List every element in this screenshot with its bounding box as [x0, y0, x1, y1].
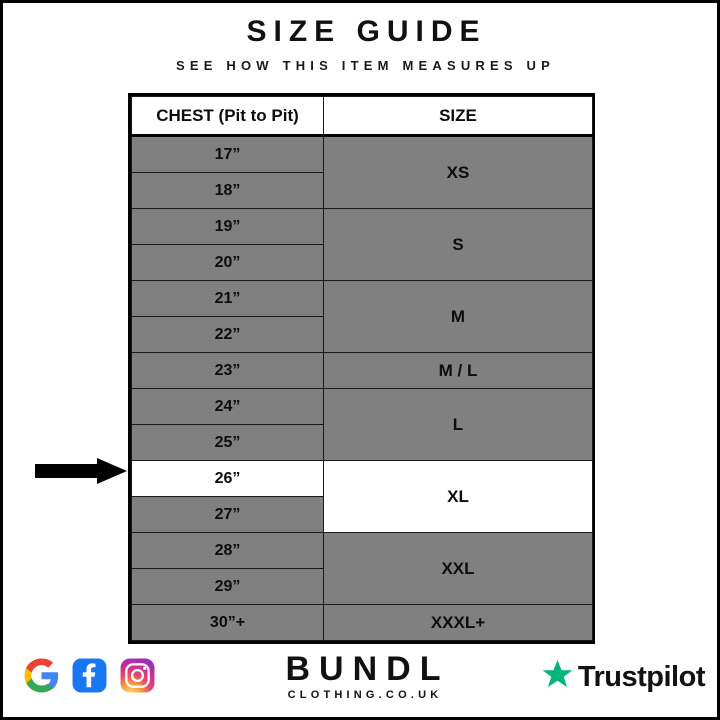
selected-row-arrow-icon [35, 458, 127, 484]
page-title: SIZE GUIDE [246, 15, 487, 48]
trustpilot-star-icon [542, 659, 573, 695]
social-links [23, 657, 156, 694]
table-row: 25” [131, 424, 593, 461]
table-row: 19” S [131, 208, 593, 281]
instagram-icon[interactable] [119, 657, 156, 694]
chest-cell: 20” [131, 244, 324, 281]
size-cell: L [323, 388, 593, 461]
brand-logo: BUNDL CLOTHING.CO.UK [3, 651, 720, 702]
table-row: 24” L [131, 388, 593, 461]
table-row: 29” [131, 568, 593, 605]
table-row: 28” XXL [131, 532, 593, 605]
chest-cell: 29” [131, 568, 324, 605]
google-icon[interactable] [23, 657, 60, 694]
column-header-chest: CHEST (Pit to Pit) [131, 96, 324, 137]
chest-cell: 18” [131, 172, 324, 209]
chest-cell: 25” [131, 424, 324, 461]
table-row: 23” M / L [131, 352, 593, 389]
size-table-head: CHEST (Pit to Pit) SIZE [131, 96, 593, 137]
chest-cell: 23” [131, 352, 324, 389]
chest-cell: 17” [131, 135, 324, 173]
chest-cell: 19” [131, 208, 324, 245]
chest-cell: 22” [131, 316, 324, 353]
table-header-row: CHEST (Pit to Pit) SIZE [131, 96, 593, 137]
chest-cell: 26” [131, 460, 324, 497]
facebook-icon[interactable] [71, 657, 108, 694]
chest-cell: 28” [131, 532, 324, 569]
chest-cell: 24” [131, 388, 324, 425]
brand-domain: CLOTHING.CO.UK [287, 689, 443, 701]
chest-cell: 27” [131, 496, 324, 533]
trustpilot-logo[interactable]: Trustpilot [542, 659, 706, 695]
header: SIZE GUIDE SEE HOW THIS ITEM MEASURES UP [3, 15, 720, 74]
trustpilot-label: Trustpilot [577, 661, 706, 693]
size-cell: M / L [323, 352, 593, 389]
size-cell: XXXL+ [323, 604, 593, 641]
table-row: 26” XL [131, 460, 593, 533]
size-cell: XL [323, 460, 593, 533]
size-cell: XS [323, 135, 593, 209]
table-row: 30”+ XXXL+ [131, 604, 593, 641]
chest-cell: 30”+ [131, 604, 324, 641]
size-table-body: 17” XS 18” 19” S 20” 21” M 22” 23” M / L 24” L 25” 26”… [131, 135, 593, 641]
table-row: 20” [131, 244, 593, 281]
size-table-container: CHEST (Pit to Pit) SIZE 17” XS 18” 19” S 20” 2… [128, 93, 595, 644]
table-row: 21” M [131, 280, 593, 353]
size-table: CHEST (Pit to Pit) SIZE 17” XS 18” 19” S 20” 2… [131, 96, 593, 641]
column-header-size: SIZE [323, 96, 593, 137]
table-row: 27” [131, 496, 593, 533]
table-row: 18” [131, 172, 593, 209]
chest-cell: 21” [131, 280, 324, 317]
size-cell: S [323, 208, 593, 281]
table-row: 17” XS [131, 135, 593, 209]
size-cell: XXL [323, 532, 593, 605]
size-cell: M [323, 280, 593, 353]
page-subtitle: SEE HOW THIS ITEM MEASURES UP [175, 58, 556, 73]
footer: BUNDL CLOTHING.CO.UK Trustpilot [3, 643, 720, 719]
brand-name: BUNDL [285, 650, 450, 688]
